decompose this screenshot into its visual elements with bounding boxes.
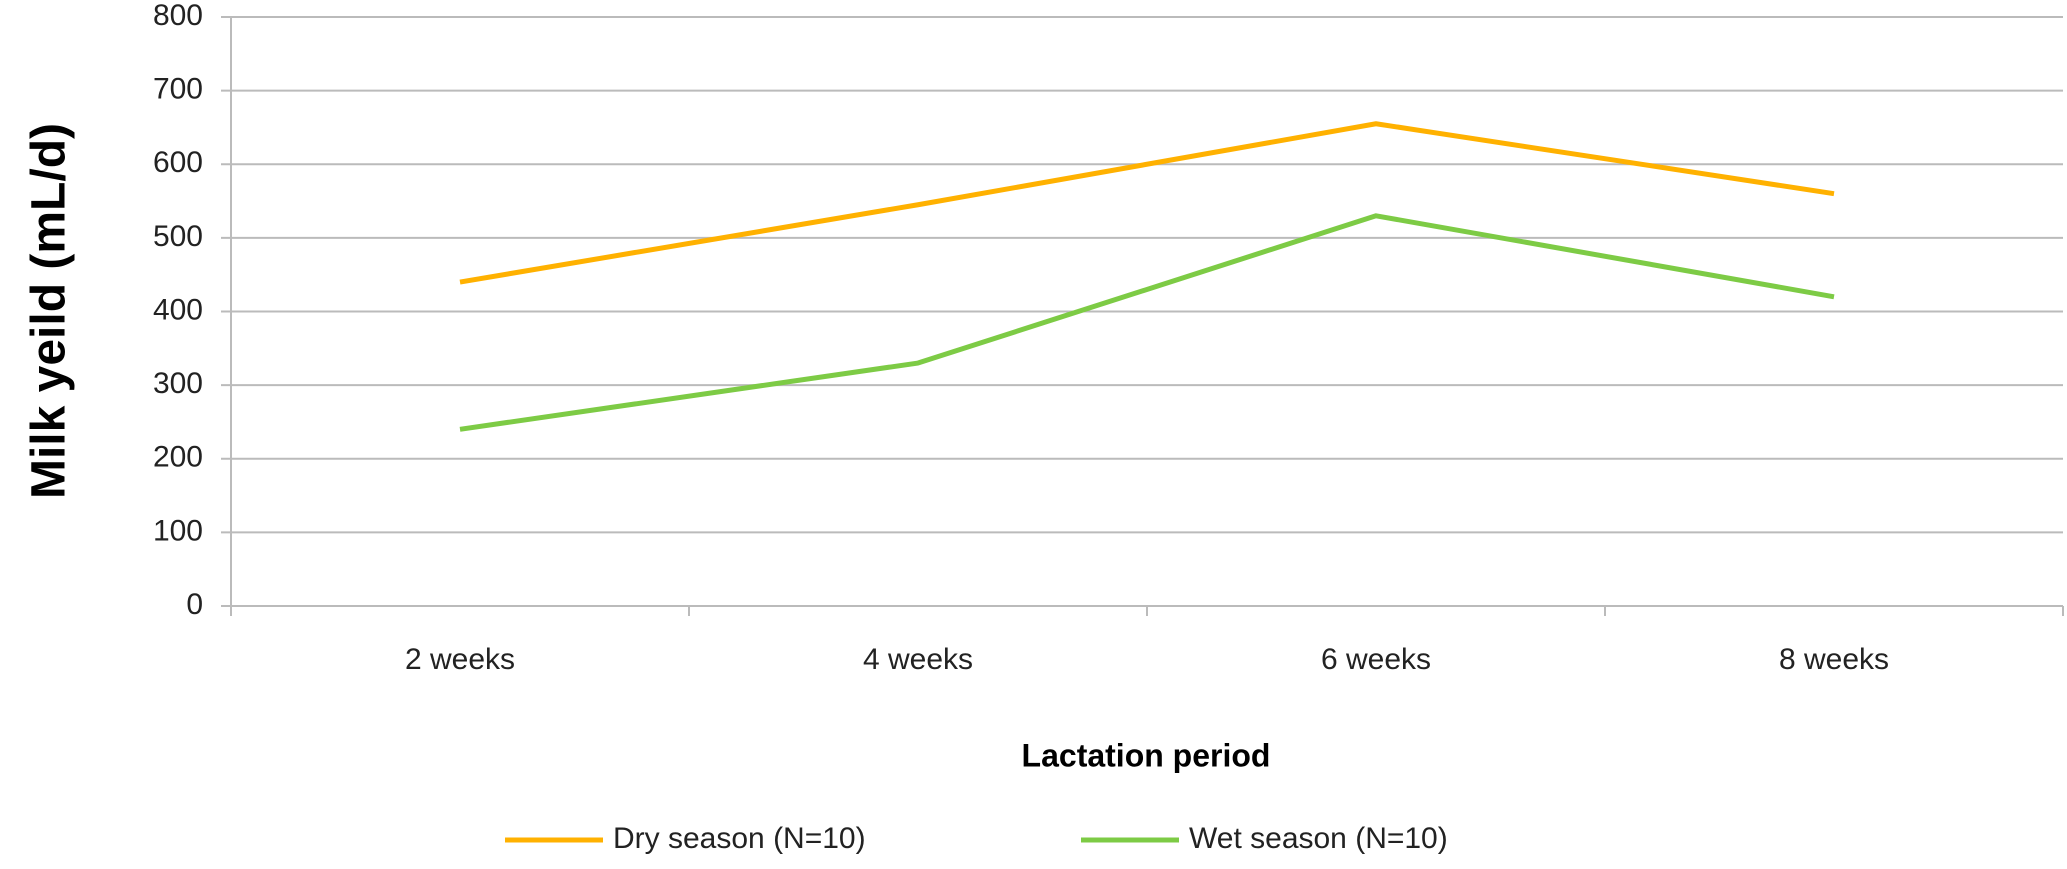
y-tick-label: 600 <box>153 146 203 179</box>
x-tick-label: 4 weeks <box>863 643 973 676</box>
y-tick-label: 0 <box>186 588 203 621</box>
x-tick-label: 6 weeks <box>1321 643 1431 676</box>
y-tick-label: 500 <box>153 220 203 253</box>
y-tick-label: 800 <box>153 0 203 32</box>
y-tick-label: 300 <box>153 367 203 400</box>
y-tick-label: 200 <box>153 441 203 474</box>
legend-label: Dry season (N=10) <box>613 822 866 855</box>
y-tick-label: 100 <box>153 514 203 547</box>
x-tick-label: 8 weeks <box>1779 643 1889 676</box>
y-axis-title: Milk yeild (mL/d) <box>23 123 76 499</box>
series-line <box>459 121 1835 285</box>
legend-label: Wet season (N=10) <box>1189 822 1448 855</box>
y-tick-label: 400 <box>153 293 203 326</box>
y-tick-label: 700 <box>153 73 203 106</box>
x-tick-label: 2 weeks <box>405 643 515 676</box>
series-line <box>459 213 1835 432</box>
x-axis-title: Lactation period <box>1022 737 1271 773</box>
